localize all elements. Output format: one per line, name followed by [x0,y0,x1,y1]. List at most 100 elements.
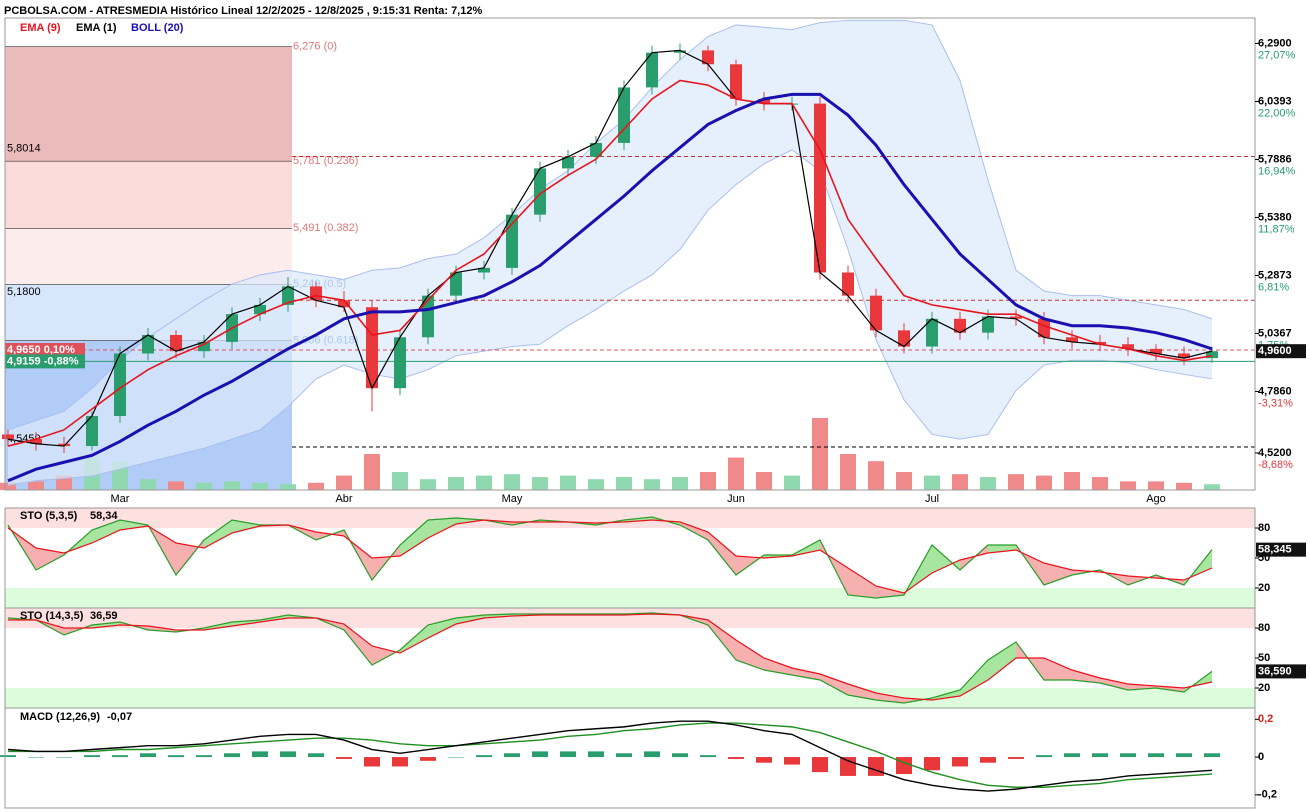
fib-band [5,228,292,285]
oversold-zone [5,588,1255,608]
volume-bar [196,482,212,490]
volume-bar [812,418,828,490]
candle-body [702,50,714,65]
stochastic-fill [792,668,820,680]
candle-body [590,142,602,157]
legend-entry: BOLL (20) [131,22,184,34]
y-tick-label: 20 [1258,582,1270,594]
macd-histogram-bar [448,757,464,758]
macd-histogram-bar [1176,753,1192,758]
stochastic-fill [820,674,848,695]
y-tick-label: 6,2900 [1258,37,1292,49]
candle-body [534,168,546,215]
stochastic-fill [1044,658,1072,680]
candle-body [1038,318,1050,338]
volume-bar [700,472,716,490]
volume-bar [616,477,632,490]
candle-body [730,64,742,99]
macd-histogram-bar [588,751,604,758]
candle-body [1094,341,1106,345]
volume-bar [868,461,884,490]
candle-body [394,337,406,389]
macd-histogram-bar [756,757,772,763]
volume-bar [392,472,408,490]
stochastic-d [8,613,1213,701]
stochastic-fill [680,522,708,540]
stochastic-fill [400,520,428,556]
candle-body [422,295,434,338]
macd-histogram-bar [616,753,632,758]
chart-title: PCBOLSA.COM - ATRESMEDIA Histórico Linea… [4,5,482,17]
y-tick-label: 5,2873 [1258,269,1292,281]
volume-bar [1176,482,1192,490]
candle-body [842,272,854,296]
macd-histogram-bar [224,753,240,758]
y-tick-pct-label: 27,07% [1258,49,1296,61]
macd-histogram-bar [140,753,156,758]
macd-histogram-bar [1008,757,1024,759]
volume-bar [1008,474,1024,490]
macd-histogram-bar [56,757,72,758]
stochastic-d [7,519,1213,594]
panel-title-value: -0,07 [107,711,132,723]
candle-body [478,267,490,273]
volume-bar [588,479,604,490]
level-label: 4,9650 0,10% [7,344,75,356]
stochastic-fill [988,545,1016,553]
volume-bar [1036,475,1052,490]
stochastic-fill [988,642,1016,680]
fib-band [5,46,292,162]
level-label: 4,9159 -0,88% [7,355,79,367]
macd-histogram-bar [560,751,576,758]
candle-body [674,50,686,53]
x-tick-label: Jun [727,493,745,505]
volume-bar [252,482,268,490]
volume-bar [280,484,296,490]
panel-title: STO (14,3,5) [20,610,84,622]
fib-label: 6,276 (0) [293,41,337,53]
volume-bar [420,479,436,490]
panel-title: MACD (12,26,9) [20,711,100,723]
macd-histogram-bar [980,757,996,763]
candle-body [366,307,378,389]
macd-histogram-bar [420,757,436,761]
y-tick-label: 4,5200 [1258,447,1292,459]
stochastic-fill [708,532,736,575]
level-box [5,343,85,358]
candle-body [870,295,882,331]
legend-entry: EMA (1) [76,22,117,34]
panel-title-value: 36,59 [90,610,118,622]
candle-body [562,156,574,169]
macd-histogram-bar [924,757,940,771]
volume-bar [728,457,744,490]
candle-body [1150,348,1162,354]
y-tick-pct-label: 22,00% [1258,107,1296,119]
macd-histogram-bar [728,757,744,759]
macd-histogram-bar [504,753,520,758]
value-box [1256,344,1306,359]
fib-band [5,161,292,229]
value-box-label: 36,590 [1258,665,1292,677]
y-tick-label: 6,0393 [1258,95,1292,107]
stochastic-fill [428,618,456,638]
bollinger-upper [7,19,1213,431]
ema-1-line [7,49,1213,447]
macd-line [7,720,1213,792]
stochastic-fill [428,518,456,538]
y-tick-pct-label: -8,68% [1258,459,1293,471]
volume-bar [448,477,464,490]
value-box-label: 4,9600 [1258,345,1292,357]
y-tick-label: 50 [1258,652,1270,664]
macd-histogram-bar [1064,753,1080,758]
x-tick-label: Mar [111,493,130,505]
volume-bar [980,477,996,490]
y-tick-pct-label: -3,31% [1258,397,1293,409]
macd-histogram-bar [196,755,212,758]
level-label: 5,1800 [7,286,41,298]
stochastic-fill [204,520,232,548]
oversold-zone [5,688,1255,708]
panel-border [4,707,1256,809]
candle-body [30,439,42,444]
